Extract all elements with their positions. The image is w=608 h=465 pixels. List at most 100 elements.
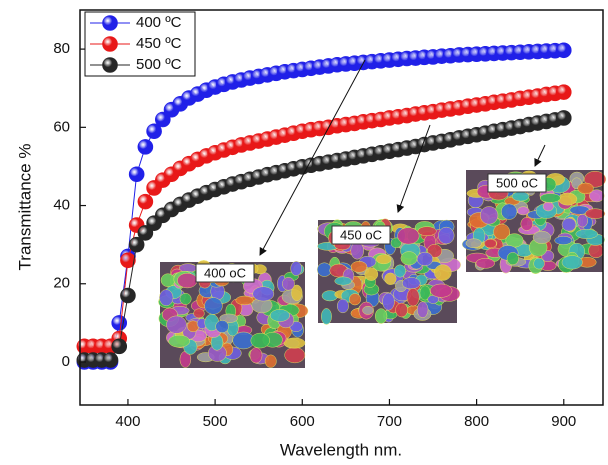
grain [250,348,262,364]
grain [204,298,222,315]
y-tick-label: 20 [53,275,70,292]
grain [402,277,420,289]
grain [434,265,451,281]
grain [282,277,294,290]
y-tick-label: 0 [62,353,70,370]
grain [194,309,205,318]
grain [236,296,254,305]
grain [534,258,545,269]
data-point [556,43,571,58]
grain [577,214,588,227]
y-tick-label: 60 [53,118,70,135]
arrow [398,125,430,212]
grain [285,347,305,362]
inset-label: 400 oC [204,265,246,280]
grain [430,284,452,297]
grain [365,268,378,281]
grain [438,227,454,244]
grain [407,288,419,306]
chart: 400 oC 450 oC 500 oC Wavelength nm. Transm… [0,0,608,465]
grain [270,309,290,321]
grain [540,194,560,203]
legend-label: 450 ºC [136,35,182,52]
grain [484,239,496,248]
grain [335,277,352,285]
grain [166,316,186,334]
grain [383,293,395,310]
grain [512,192,529,201]
inset-label: 500 oC [496,175,538,190]
grain [159,290,173,306]
grain [349,294,361,306]
inset-image: 500 oC [462,170,606,274]
inset-image: 400 oC [158,260,308,368]
grain [169,335,190,347]
grain [265,355,276,368]
data-point [103,353,118,368]
grain [251,333,270,348]
grain [291,261,302,275]
grain [284,338,305,348]
grain [506,234,524,248]
legend-label: 500 ºC [136,56,182,73]
grain [177,273,197,288]
grain [401,252,417,266]
grain [501,204,517,220]
grain [375,309,387,324]
inset-label: 450 oC [340,227,382,242]
grain [555,236,572,244]
grain [585,209,605,219]
grain [521,217,533,230]
grain [398,228,420,245]
grain [253,287,274,301]
grain [363,306,374,314]
grain [396,303,408,317]
arrow [535,145,545,166]
grain [317,263,331,277]
grain [351,261,367,272]
x-axis-label: Wavelength nm. [280,440,402,459]
y-tick-label: 80 [53,40,70,57]
grain [321,308,331,324]
legend-marker [103,16,118,31]
grain [394,265,405,277]
insets: 400 oC 450 oC 500 oC [158,60,605,368]
data-point [112,339,127,354]
data-point [129,167,144,182]
grain [180,293,191,304]
x-tick-label: 600 [290,413,315,430]
data-point [556,110,571,125]
data-point [556,85,571,100]
grain [418,227,437,236]
grain [385,273,397,285]
grain [507,252,519,264]
data-point [120,288,135,303]
x-tick-label: 400 [115,413,140,430]
grain [576,229,598,238]
data-point [138,139,153,154]
grain [543,202,554,211]
grain [466,239,482,248]
grain [562,256,582,270]
grain [533,231,551,244]
x-tick-label: 700 [377,413,402,430]
y-tick-label: 40 [53,197,70,214]
grain [417,302,428,318]
y-axis-label: Transmittance % [15,144,34,271]
legend-marker [103,58,118,73]
inset-image: 450 oC [317,219,460,325]
grain [558,193,577,205]
grain [417,252,433,266]
grain [376,255,391,264]
grain [216,320,229,332]
data-point [138,194,153,209]
x-tick-label: 800 [464,413,489,430]
grain [337,299,348,313]
legend-label: 400 ºC [136,14,182,31]
legend-marker [103,37,118,52]
x-tick-label: 900 [551,413,576,430]
grain [476,258,495,268]
x-tick-label: 500 [203,413,228,430]
grain [480,207,498,225]
grain [578,183,594,194]
